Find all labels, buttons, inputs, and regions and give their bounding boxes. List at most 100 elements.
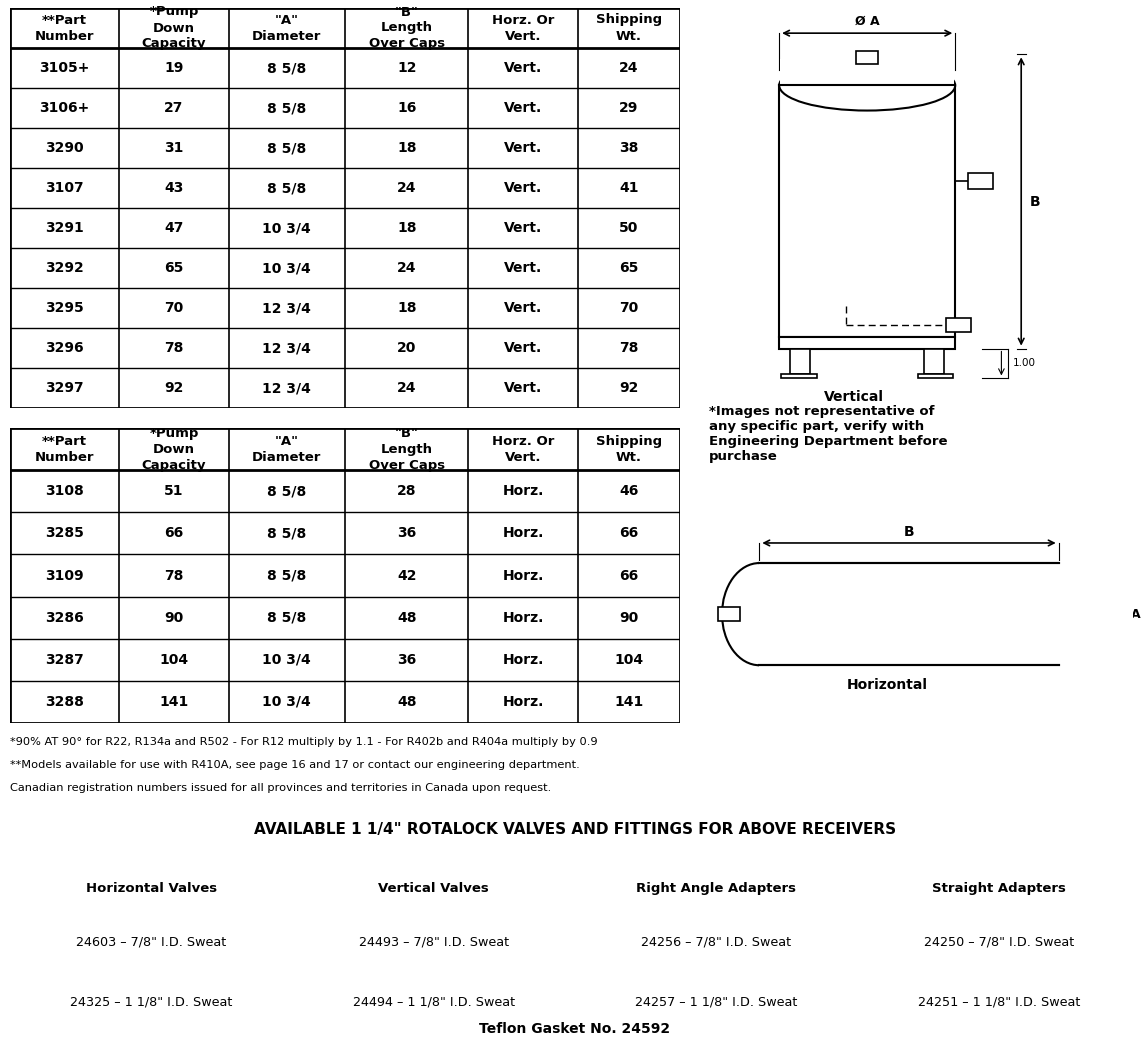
Text: Vert.: Vert.	[504, 101, 543, 115]
Text: *Images not representative of
any specific part, verify with
Engineering Departm: *Images not representative of any specif…	[709, 405, 947, 463]
Bar	[856, 51, 879, 65]
Text: 3106+: 3106+	[39, 101, 89, 115]
Text: 27: 27	[164, 101, 184, 115]
Text: 104: 104	[615, 653, 643, 667]
Bar	[759, 561, 1059, 667]
Text: 3288: 3288	[45, 695, 84, 709]
Text: 3109: 3109	[46, 568, 84, 583]
Text: 8 5/8: 8 5/8	[267, 527, 306, 540]
Text: **Part
Number: **Part Number	[34, 434, 94, 463]
Text: Shipping
Wt.: Shipping Wt.	[595, 434, 662, 463]
Text: Horz.: Horz.	[502, 653, 544, 667]
Text: 24: 24	[397, 381, 416, 395]
Text: 8 5/8: 8 5/8	[267, 568, 306, 583]
Text: 48: 48	[397, 611, 416, 625]
Text: "A"
Diameter: "A" Diameter	[252, 434, 321, 463]
Text: 24251 – 1 1/8" I.D. Sweat: 24251 – 1 1/8" I.D. Sweat	[918, 995, 1080, 1009]
Bar	[968, 173, 992, 188]
Text: 8 5/8: 8 5/8	[267, 611, 306, 625]
Bar	[779, 85, 955, 337]
Text: 24603 – 7/8" I.D. Sweat: 24603 – 7/8" I.D. Sweat	[76, 936, 226, 948]
Text: 8 5/8: 8 5/8	[267, 101, 306, 115]
Text: 24493 – 7/8" I.D. Sweat: 24493 – 7/8" I.D. Sweat	[359, 936, 509, 948]
Text: Vertical: Vertical	[824, 390, 884, 404]
Text: 51: 51	[164, 484, 184, 499]
Text: 24494 – 1 1/8" I.D. Sweat: 24494 – 1 1/8" I.D. Sweat	[352, 995, 515, 1009]
Text: 92: 92	[164, 381, 184, 395]
Bar	[790, 349, 810, 374]
Text: 66: 66	[164, 527, 184, 540]
Bar	[780, 58, 954, 85]
Text: 18: 18	[397, 301, 416, 315]
Text: **Models available for use with R410A, see page 16 and 17 or contact our enginee: **Models available for use with R410A, s…	[10, 760, 579, 770]
Text: 28: 28	[397, 484, 416, 499]
Text: Horz. Or
Vert.: Horz. Or Vert.	[492, 14, 554, 43]
Ellipse shape	[721, 563, 797, 665]
Text: Teflon Gasket No. 24592: Teflon Gasket No. 24592	[479, 1022, 671, 1036]
Text: 3107: 3107	[46, 181, 84, 195]
Text: 3292: 3292	[45, 261, 84, 275]
Bar	[918, 374, 953, 378]
Text: 24257 – 1 1/8" I.D. Sweat: 24257 – 1 1/8" I.D. Sweat	[635, 995, 797, 1009]
Text: Straight Adapters: Straight Adapters	[931, 882, 1066, 895]
Text: 36: 36	[397, 527, 416, 540]
Text: 3290: 3290	[46, 141, 84, 155]
Text: 78: 78	[164, 341, 184, 355]
Text: 90: 90	[619, 611, 639, 625]
Text: 43: 43	[164, 181, 184, 195]
Text: 46: 46	[619, 484, 639, 499]
Text: 10 3/4: 10 3/4	[263, 221, 311, 235]
Text: "B"
Length
Over Caps: "B" Length Over Caps	[368, 5, 445, 51]
Bar	[946, 319, 970, 332]
Text: 8 5/8: 8 5/8	[267, 141, 306, 155]
Bar	[779, 337, 955, 349]
Bar	[718, 607, 740, 621]
Text: 66: 66	[619, 568, 639, 583]
Text: B: B	[904, 525, 914, 538]
Text: 29: 29	[619, 101, 639, 115]
Text: B: B	[1030, 195, 1040, 208]
Text: Canadian registration numbers issued for all provinces and territories in Canada: Canadian registration numbers issued for…	[10, 783, 552, 793]
Text: 3108: 3108	[45, 484, 84, 499]
Text: 3291: 3291	[45, 221, 84, 235]
Text: 24: 24	[397, 181, 416, 195]
Text: *Pump
Down
Capacity: *Pump Down Capacity	[142, 427, 206, 472]
Text: Horz. Or
Vert.: Horz. Or Vert.	[492, 434, 554, 463]
Text: 141: 141	[615, 695, 643, 709]
Text: Ø A: Ø A	[1116, 608, 1140, 620]
Text: 3295: 3295	[45, 301, 84, 315]
Text: 3105+: 3105+	[39, 61, 89, 75]
Bar	[759, 563, 1059, 665]
Text: 8 5/8: 8 5/8	[267, 181, 306, 195]
Text: 104: 104	[159, 653, 188, 667]
Text: 3285: 3285	[45, 527, 84, 540]
Text: 70: 70	[164, 301, 184, 315]
Text: 16: 16	[397, 101, 416, 115]
Text: 70: 70	[619, 301, 639, 315]
Text: 10 3/4: 10 3/4	[263, 695, 311, 709]
Text: Vert.: Vert.	[504, 301, 543, 315]
Text: 20: 20	[397, 341, 416, 355]
Bar	[924, 349, 944, 374]
Text: Vert.: Vert.	[504, 381, 543, 395]
Text: 24: 24	[397, 261, 416, 275]
Bar	[781, 374, 817, 378]
Text: Ø A: Ø A	[855, 15, 880, 27]
Text: 24: 24	[619, 61, 639, 75]
Bar	[1078, 607, 1100, 621]
Ellipse shape	[779, 60, 955, 110]
Text: Vert.: Vert.	[504, 181, 543, 195]
Text: Horz.: Horz.	[502, 484, 544, 499]
Text: Vert.: Vert.	[504, 341, 543, 355]
Text: 78: 78	[164, 568, 184, 583]
Text: Vert.: Vert.	[504, 61, 543, 75]
Text: Horz.: Horz.	[502, 568, 544, 583]
Text: 65: 65	[619, 261, 639, 275]
Text: 47: 47	[164, 221, 184, 235]
Text: "A"
Diameter: "A" Diameter	[252, 14, 321, 43]
Text: 38: 38	[619, 141, 639, 155]
Text: 92: 92	[619, 381, 639, 395]
Text: 24325 – 1 1/8" I.D. Sweat: 24325 – 1 1/8" I.D. Sweat	[70, 995, 233, 1009]
Text: 48: 48	[397, 695, 416, 709]
Text: Shipping
Wt.: Shipping Wt.	[595, 14, 662, 43]
